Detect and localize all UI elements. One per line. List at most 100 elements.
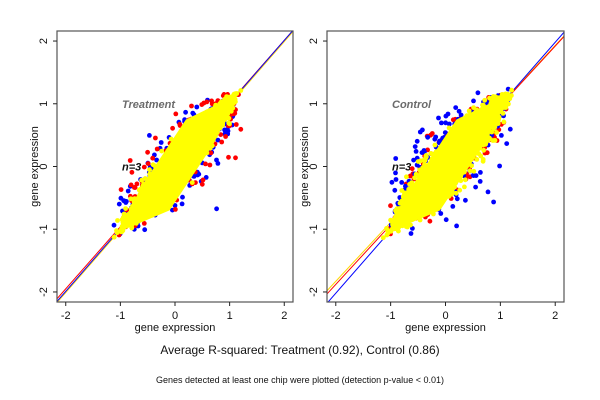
- data-point: [445, 111, 451, 117]
- data-point: [219, 139, 225, 145]
- data-point: [132, 185, 138, 191]
- data-point: [485, 189, 491, 195]
- data-point: [462, 184, 467, 190]
- data-point: [474, 157, 480, 162]
- data-point: [141, 164, 147, 170]
- data-point: [153, 135, 158, 141]
- data-point: [204, 99, 210, 105]
- y-tick-label: -2: [308, 287, 320, 297]
- data-point: [454, 223, 459, 229]
- data-point: [194, 104, 200, 110]
- data-point: [467, 168, 473, 174]
- data-point: [196, 171, 202, 177]
- data-point: [497, 163, 502, 169]
- data-point: [111, 222, 117, 228]
- x-tick-label: -2: [61, 310, 71, 322]
- data-point: [423, 155, 428, 161]
- data-point: [432, 142, 438, 148]
- data-point: [436, 115, 441, 121]
- data-point: [433, 134, 439, 140]
- data-point: [413, 171, 419, 177]
- data-point: [478, 170, 483, 175]
- y-axis-label: gene expression: [299, 126, 311, 207]
- data-point: [141, 221, 147, 226]
- data-point: [189, 180, 195, 186]
- x-tick-label: 1: [227, 310, 233, 322]
- data-point: [238, 126, 244, 132]
- data-point: [203, 161, 208, 167]
- x-tick-label: 0: [442, 310, 448, 322]
- data-point: [226, 115, 232, 121]
- x-tick-label: 1: [497, 310, 503, 322]
- data-point: [427, 218, 433, 224]
- y-tick-label: 1: [308, 101, 320, 107]
- data-point: [115, 218, 120, 223]
- y-tick-label: 1: [38, 101, 50, 107]
- data-point: [494, 130, 499, 135]
- y-tick-label: 2: [308, 38, 320, 44]
- data-point: [384, 232, 390, 238]
- data-point: [471, 168, 477, 174]
- x-tick-label: 0: [172, 310, 178, 322]
- panel-title: Control: [392, 99, 432, 111]
- data-point: [134, 181, 140, 187]
- data-point: [392, 187, 398, 193]
- data-point: [477, 179, 483, 184]
- x-tick-label: 2: [552, 310, 558, 322]
- data-point: [504, 141, 510, 147]
- data-point: [199, 102, 205, 107]
- data-point: [454, 196, 460, 202]
- data-point: [127, 158, 133, 163]
- data-point: [491, 199, 496, 205]
- data-point: [499, 92, 505, 97]
- x-tick-label: -1: [115, 310, 125, 322]
- data-point: [142, 227, 148, 233]
- data-point: [428, 151, 434, 156]
- data-point: [208, 150, 214, 156]
- data-point: [439, 120, 444, 126]
- data-point: [425, 134, 431, 140]
- data-point: [453, 190, 459, 196]
- data-point: [207, 162, 213, 168]
- data-point: [215, 137, 221, 143]
- data-point: [147, 167, 152, 173]
- data-point: [139, 177, 145, 183]
- data-point: [509, 87, 514, 93]
- data-point: [481, 147, 487, 153]
- data-point: [150, 162, 156, 168]
- data-point: [173, 207, 178, 212]
- r-squared-summary: Average R-squared: Treatment (0.92), Con…: [160, 343, 440, 357]
- data-point: [399, 180, 405, 185]
- data-point: [238, 88, 244, 93]
- data-point: [471, 105, 476, 110]
- data-point: [147, 133, 152, 138]
- data-point: [414, 138, 420, 144]
- data-point: [450, 204, 456, 209]
- data-point: [224, 127, 230, 133]
- y-axis-label: gene expression: [29, 126, 41, 207]
- detection-note: Genes detected at least one chip were pl…: [156, 375, 444, 385]
- data-point: [226, 120, 232, 126]
- data-point: [170, 125, 176, 131]
- point-cloud-core: [387, 94, 509, 233]
- y-tick-label: 0: [308, 163, 320, 169]
- data-point: [125, 188, 131, 194]
- x-tick-label: 2: [281, 310, 287, 322]
- y-tick-label: -2: [38, 287, 50, 297]
- point-cloud-core: [117, 94, 238, 233]
- data-point: [456, 108, 462, 114]
- control-panel: n=3 -2 -1 0 1 2 -2 -1 0 1 2 gene expression gene exp…: [299, 30, 565, 334]
- y-tick-label: 2: [38, 38, 50, 44]
- data-point: [159, 148, 165, 154]
- data-point: [232, 110, 238, 116]
- data-point: [180, 194, 185, 200]
- data-point: [446, 121, 452, 127]
- data-point: [409, 166, 415, 172]
- data-point: [487, 135, 492, 141]
- data-point: [480, 157, 486, 162]
- data-point: [480, 102, 485, 108]
- data-point: [507, 126, 513, 132]
- data-point: [404, 174, 409, 180]
- data-point: [397, 195, 403, 200]
- data-point: [233, 155, 238, 161]
